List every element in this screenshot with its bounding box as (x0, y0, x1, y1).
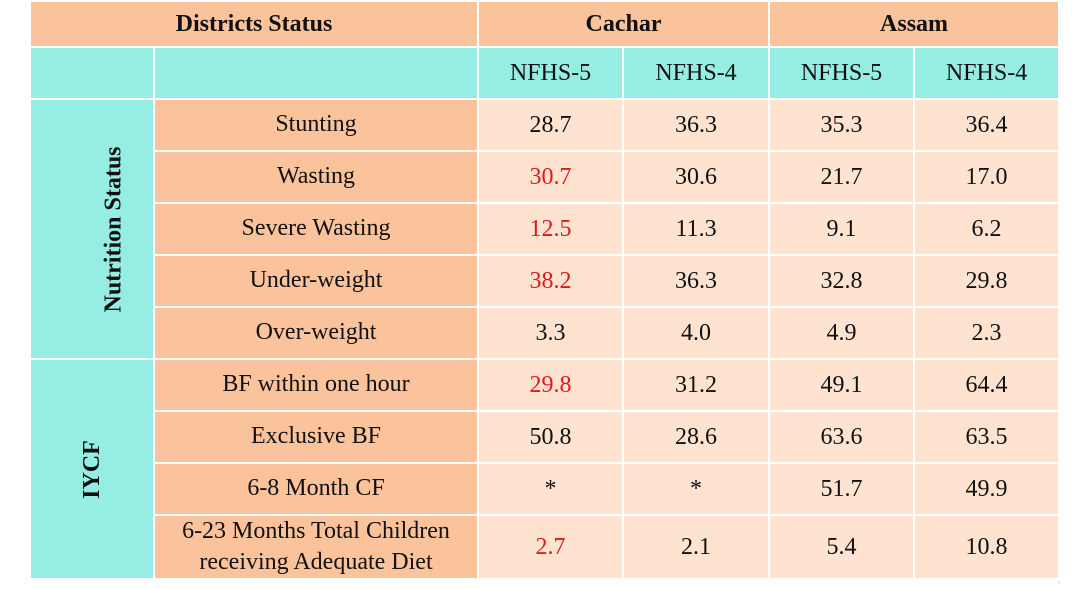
assam-nfhs4-value: 29.8 (913, 254, 1061, 308)
subheader-row: NFHS-5 NFHS-4 NFHS-5 NFHS-4 (29, 46, 1061, 100)
row-label: 6-23 Months Total Children receiving Ade… (153, 513, 479, 581)
assam-nfhs5-value: 21.7 (768, 150, 916, 204)
row-label: 6-8 Month CF (153, 462, 479, 516)
cachar-nfhs5-value: 50.8 (477, 410, 624, 464)
cachar-nfhs5-value: 30.7 (477, 150, 624, 204)
assam-nfhs4-value: 64.4 (913, 358, 1061, 412)
table-row: Nutrition Status Stunting 28.7 36.3 35.3… (29, 98, 1061, 360)
assam-nfhs4-value: 10.8 (913, 513, 1061, 581)
assam-nfhs4-value: 2.3 (913, 306, 1061, 360)
row-label: BF within one hour (153, 358, 479, 412)
row-label: Stunting (153, 98, 479, 152)
assam-nfhs4-value: 49.9 (913, 462, 1061, 516)
iycf-label: IYCF (78, 439, 105, 499)
row-label: Severe Wasting (153, 202, 479, 256)
table-row: 6-23 Months Total Children receiving Ade… (30, 513, 1061, 581)
cachar-nfhs4-value: 36.3 (621, 98, 771, 152)
cachar-header: Cachar (476, 0, 771, 48)
table-row: Under-weight 38.2 36.3 32.8 29.8 (30, 254, 1061, 308)
assam-nfhs4-value: 17.0 (913, 150, 1061, 204)
cachar-nfhs4-value: 28.6 (621, 410, 771, 464)
assam-nfhs5-value: 35.3 (768, 98, 916, 152)
assam-nfhs4-value: 6.2 (913, 202, 1061, 256)
assam-nfhs4-header: NFHS-4 (913, 46, 1061, 100)
row-label: Exclusive BF (153, 410, 479, 464)
row-label: Over-weight (153, 306, 479, 360)
cachar-nfhs5-value: 12.5 (477, 202, 624, 256)
assam-nfhs5-value: 32.8 (768, 254, 916, 308)
nfhs-comparison-table: Districts Status Cachar Assam NFHS-5 NFH… (29, 0, 1061, 581)
assam-nfhs5-value: 4.9 (768, 306, 916, 360)
cachar-nfhs4-value: 11.3 (621, 202, 771, 256)
cachar-nfhs5-value: 29.8 (477, 358, 624, 412)
table-row: 6-8 Month CF * * 51.7 49.9 (30, 462, 1061, 516)
districts-status-header: Districts Status (29, 0, 479, 48)
cachar-nfhs5-value: * (477, 462, 624, 516)
table-row: IYCF BF within one hour 29.8 31.2 49.1 6… (29, 357, 1061, 581)
nutrition-status-label: Nutrition Status (100, 145, 127, 313)
cachar-nfhs4-value: 30.6 (621, 150, 771, 204)
subheader-empty-1 (29, 46, 155, 100)
cachar-nfhs5-value: 3.3 (477, 306, 624, 360)
cachar-nfhs4-value: * (621, 462, 771, 516)
cachar-nfhs4-value: 36.3 (621, 254, 771, 308)
bottom-margin (0, 584, 1080, 589)
row-label: Under-weight (153, 254, 479, 308)
cachar-nfhs4-value: 31.2 (621, 358, 771, 412)
nutrition-status-section: Nutrition Status (29, 98, 155, 360)
cachar-nfhs4-header: NFHS-4 (621, 46, 771, 100)
table-row: Over-weight 3.3 4.0 4.9 2.3 (30, 306, 1061, 360)
table-row: Severe Wasting 12.5 11.3 9.1 6.2 (30, 202, 1061, 256)
iycf-section: IYCF (29, 357, 155, 581)
assam-nfhs5-value: 49.1 (768, 358, 916, 412)
cachar-nfhs4-value: 4.0 (621, 306, 771, 360)
table-row: Wasting 30.7 30.6 21.7 17.0 (30, 150, 1061, 204)
row-label-line-1: 6-23 Months Total Children (182, 518, 450, 544)
header-row: Districts Status Cachar Assam (29, 0, 1061, 48)
cachar-nfhs5-header: NFHS-5 (477, 46, 624, 100)
subheader-empty-2 (153, 46, 479, 100)
assam-nfhs5-value: 9.1 (768, 202, 916, 256)
assam-nfhs5-header: NFHS-5 (768, 46, 916, 100)
table-row: Exclusive BF 50.8 28.6 63.6 63.5 (30, 410, 1061, 464)
cachar-nfhs4-value: 2.1 (621, 513, 771, 581)
assam-nfhs5-value: 51.7 (768, 462, 916, 516)
cachar-nfhs5-value: 2.7 (477, 513, 624, 581)
assam-nfhs4-value: 36.4 (913, 98, 1061, 152)
row-label-line-2: receiving Adequate Diet (199, 549, 433, 576)
assam-header: Assam (768, 0, 1061, 48)
cachar-nfhs5-value: 28.7 (477, 98, 624, 152)
assam-nfhs4-value: 63.5 (913, 410, 1061, 464)
cachar-nfhs5-value: 38.2 (477, 254, 624, 308)
assam-nfhs5-value: 5.4 (768, 513, 916, 581)
assam-nfhs5-value: 63.6 (768, 410, 916, 464)
row-label: Wasting (153, 150, 479, 204)
